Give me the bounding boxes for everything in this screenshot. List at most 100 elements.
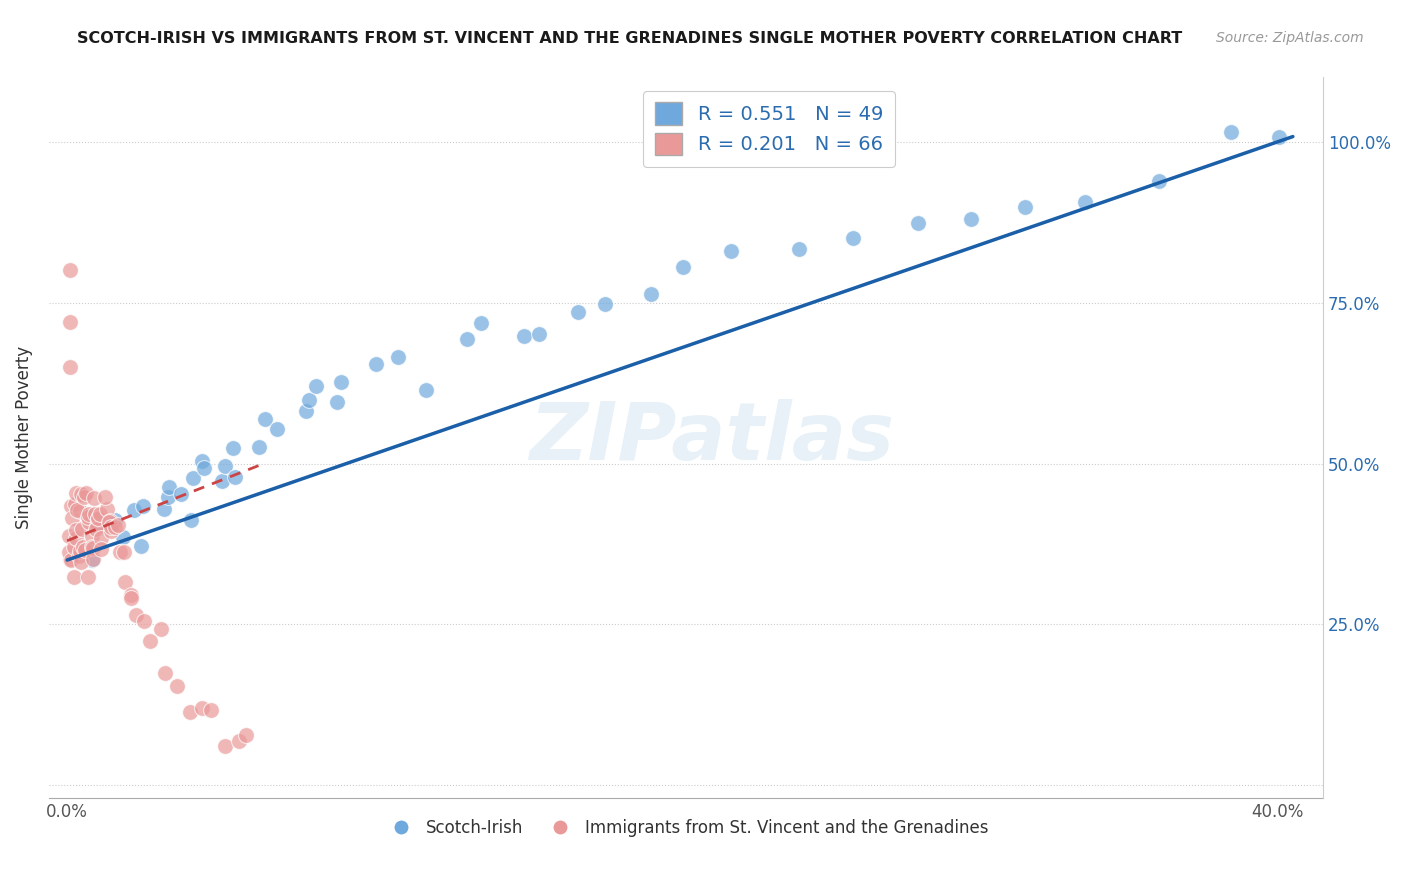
Point [110,545,132,559]
Point [66,503,89,517]
Point [82,551,104,566]
Point [157,480,180,494]
Point [59,553,82,567]
Point [720,244,742,258]
Point [567,304,589,318]
Point [80,529,103,543]
Point [111,531,134,545]
Point [77,516,100,530]
Point [122,503,145,517]
Point [70,487,93,501]
Point [387,350,409,364]
Point [253,411,276,425]
Point [62,570,84,584]
Point [672,260,695,274]
Point [100,524,122,538]
Point [415,383,437,397]
Point [67,549,90,563]
Point [63,541,86,555]
Point [90,542,112,557]
Point [86,511,108,525]
Text: ZIPatlas: ZIPatlas [529,399,894,477]
Point [59,499,82,513]
Point [304,379,326,393]
Point [104,519,127,533]
Point [125,607,148,622]
Point [83,491,105,506]
Y-axis label: Single Mother Poverty: Single Mother Poverty [15,346,32,529]
Point [1219,125,1241,139]
Point [69,555,91,569]
Point [842,230,865,244]
Point [59,263,82,277]
Point [86,512,108,526]
Point [149,622,172,636]
Point [73,542,96,557]
Point [166,679,188,693]
Point [65,531,87,545]
Point [214,458,236,473]
Point [298,392,321,407]
Point [60,511,83,525]
Point [77,510,100,524]
Point [191,454,214,468]
Point [65,486,87,500]
Point [77,570,100,584]
Point [214,739,236,753]
Point [86,517,108,532]
Point [179,705,201,719]
Point [86,518,108,533]
Point [200,703,222,717]
Point [224,470,246,484]
Point [156,490,179,504]
Point [180,513,202,527]
Text: SCOTCH-IRISH VS IMMIGRANTS FROM ST. VINCENT AND THE GRENADINES SINGLE MOTHER POV: SCOTCH-IRISH VS IMMIGRANTS FROM ST. VINC… [77,31,1182,46]
Point [513,329,536,343]
Point [58,529,80,543]
Point [266,421,288,435]
Point [191,700,214,714]
Point [69,544,91,558]
Point [1014,200,1036,214]
Point [79,507,101,521]
Point [65,523,87,537]
Point [120,591,142,605]
Point [82,553,104,567]
Point [114,575,136,590]
Point [94,491,117,505]
Point [77,509,100,524]
Point [170,487,193,501]
Point [132,615,155,629]
Point [235,728,257,742]
Point [527,326,550,341]
Point [59,551,82,566]
Point [72,523,94,537]
Point [295,403,318,417]
Point [107,517,129,532]
Point [1147,174,1170,188]
Point [326,395,349,409]
Point [640,286,662,301]
Point [98,514,121,528]
Point [222,441,245,455]
Point [211,475,233,489]
Point [84,522,107,536]
Point [228,734,250,748]
Point [72,541,94,555]
Point [70,488,93,502]
Point [366,357,388,371]
Point [787,242,810,256]
Legend: Scotch-Irish, Immigrants from St. Vincent and the Grenadines: Scotch-Irish, Immigrants from St. Vincen… [377,813,995,844]
Point [1268,130,1291,145]
Point [75,486,97,500]
Point [89,508,111,522]
Point [65,497,87,511]
Point [96,501,118,516]
Point [120,588,142,602]
Point [470,316,492,330]
Point [247,440,270,454]
Point [329,375,352,389]
Text: Source: ZipAtlas.com: Source: ZipAtlas.com [1216,31,1364,45]
Point [193,461,215,475]
Point [100,520,122,534]
